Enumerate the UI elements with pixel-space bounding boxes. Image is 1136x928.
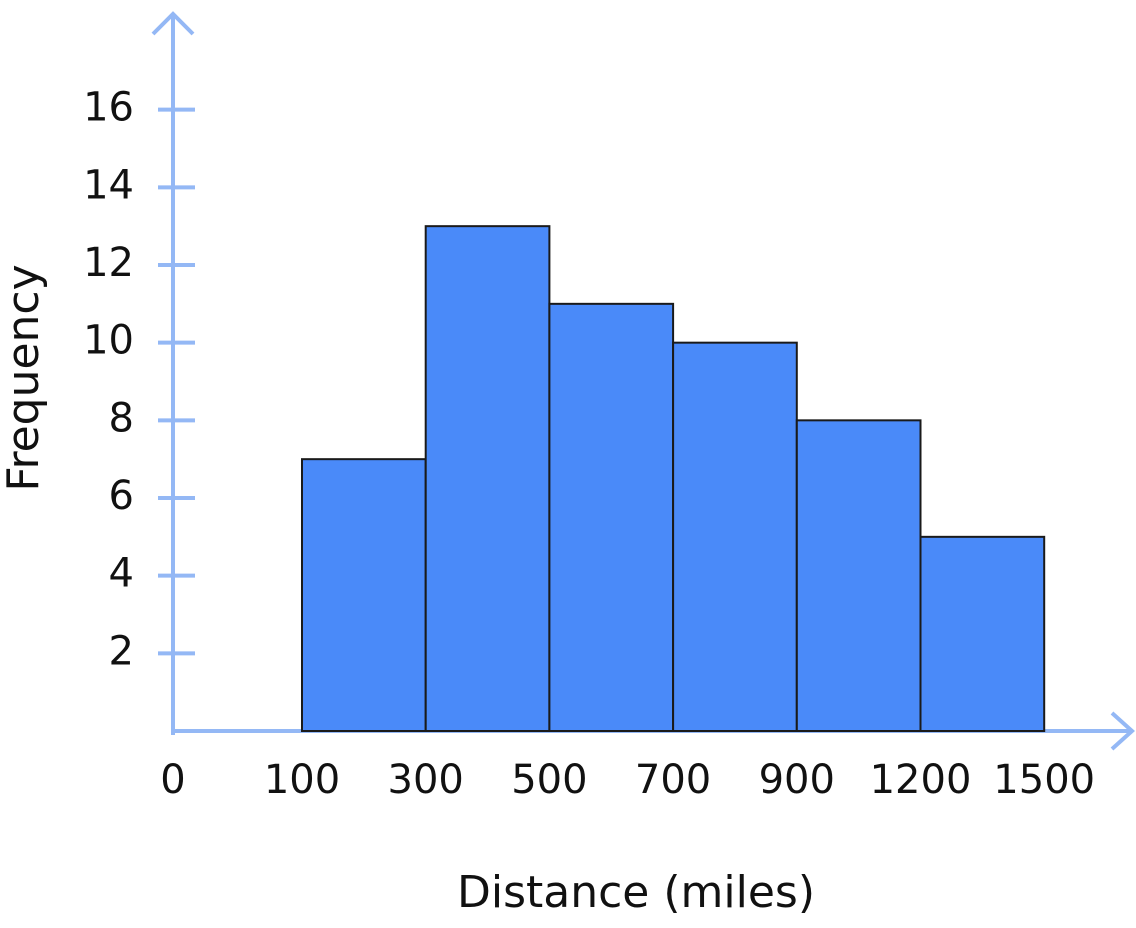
x-tick-label: 300 <box>388 757 464 803</box>
bar <box>301 458 427 732</box>
bar <box>795 419 922 732</box>
y-tick-label: 14 <box>83 162 134 208</box>
bar <box>548 302 675 732</box>
y-tick-label: 2 <box>109 628 134 674</box>
y-axis-title: Frequency <box>0 264 49 491</box>
bar <box>672 341 798 732</box>
y-tick-label: 8 <box>109 395 134 441</box>
bar <box>424 225 551 733</box>
x-tick-label: 1500 <box>993 757 1095 803</box>
y-tick-label: 16 <box>83 85 134 131</box>
bar <box>919 535 1046 732</box>
x-tick-label: 700 <box>635 757 711 803</box>
x-tick-label: 900 <box>759 757 835 803</box>
x-tick-label: 1200 <box>870 757 972 803</box>
y-tick-label: 6 <box>109 473 134 519</box>
x-tick-label: 100 <box>264 757 340 803</box>
y-axis-arrow <box>151 11 195 36</box>
y-tick-label: 12 <box>83 240 134 286</box>
y-tick-label: 10 <box>83 318 134 364</box>
x-tick-label: 500 <box>511 757 587 803</box>
x-axis-title: Distance (miles) <box>457 867 815 918</box>
x-tick-label: 0 <box>160 757 185 803</box>
x-axis-arrow <box>1110 711 1135 751</box>
y-tick-label: 4 <box>109 551 134 597</box>
